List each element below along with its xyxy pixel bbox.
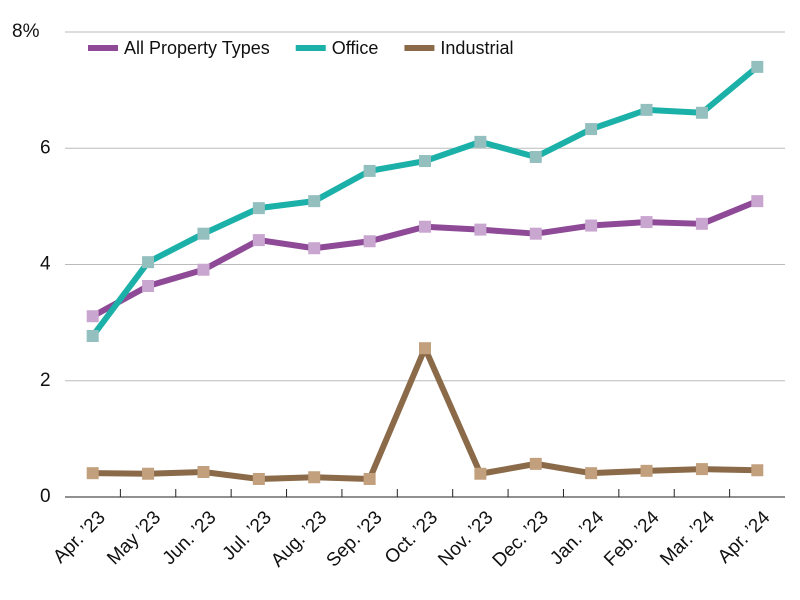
y-tick-label: 0 <box>40 486 51 507</box>
marker <box>695 106 708 119</box>
marker <box>197 263 210 276</box>
x-tick-label: Sep. ’23 <box>323 507 387 571</box>
marker <box>695 463 708 476</box>
marker <box>640 216 653 229</box>
marker <box>363 235 376 248</box>
marker <box>308 242 321 255</box>
series-line <box>92 345 758 482</box>
x-tick-label: Aug. ’23 <box>267 507 331 571</box>
marker <box>695 217 708 230</box>
x-tick-label: Feb. ’24 <box>600 507 664 571</box>
marker <box>640 464 653 477</box>
marker <box>419 155 431 168</box>
marker <box>419 220 431 233</box>
marker <box>474 135 487 148</box>
x-tick-label: Apr. ’24 <box>714 507 775 568</box>
marker <box>640 103 653 116</box>
y-tick-label: 2 <box>40 370 51 391</box>
y-tick-label: 4 <box>40 254 51 275</box>
x-tick-label: Jun. ’23 <box>159 507 221 569</box>
x-tick-label: Oct. ’23 <box>381 507 442 568</box>
marker <box>585 467 598 480</box>
marker <box>142 467 155 480</box>
marker <box>86 329 99 342</box>
series-line <box>91 198 759 319</box>
marker <box>197 466 210 479</box>
marker <box>585 219 598 232</box>
marker <box>529 150 542 163</box>
marker <box>529 457 542 470</box>
marker <box>585 123 598 136</box>
marker <box>474 223 487 236</box>
marker <box>308 195 321 208</box>
y-tick-label: 6 <box>40 137 51 158</box>
x-tick-label: Nov. ’23 <box>434 507 497 570</box>
x-tick-label: Jan. ’24 <box>546 507 608 569</box>
marker <box>142 256 155 269</box>
x-tick-label: Apr. ’23 <box>49 507 109 567</box>
marker <box>252 234 265 247</box>
legend-label: Industrial <box>440 38 513 58</box>
marker <box>751 60 764 73</box>
series-line <box>90 64 760 338</box>
marker <box>363 472 376 485</box>
marker <box>363 164 376 177</box>
marker <box>86 467 99 480</box>
legend-label: All Property Types <box>124 38 270 58</box>
marker <box>419 342 431 355</box>
marker <box>252 202 265 215</box>
marker <box>252 472 265 485</box>
marker <box>751 195 764 208</box>
marker <box>86 310 99 323</box>
marker <box>142 280 155 293</box>
marker <box>197 227 210 240</box>
marker <box>308 471 321 484</box>
marker <box>529 227 542 240</box>
y-tick-label: 8% <box>12 21 40 42</box>
x-tick-label: Mar. ’24 <box>656 507 719 570</box>
x-tick-label: Dec. ’23 <box>489 507 553 571</box>
x-tick-label: May ’23 <box>103 507 165 569</box>
legend-label: Office <box>332 38 379 58</box>
marker <box>751 464 764 477</box>
marker <box>474 467 487 480</box>
